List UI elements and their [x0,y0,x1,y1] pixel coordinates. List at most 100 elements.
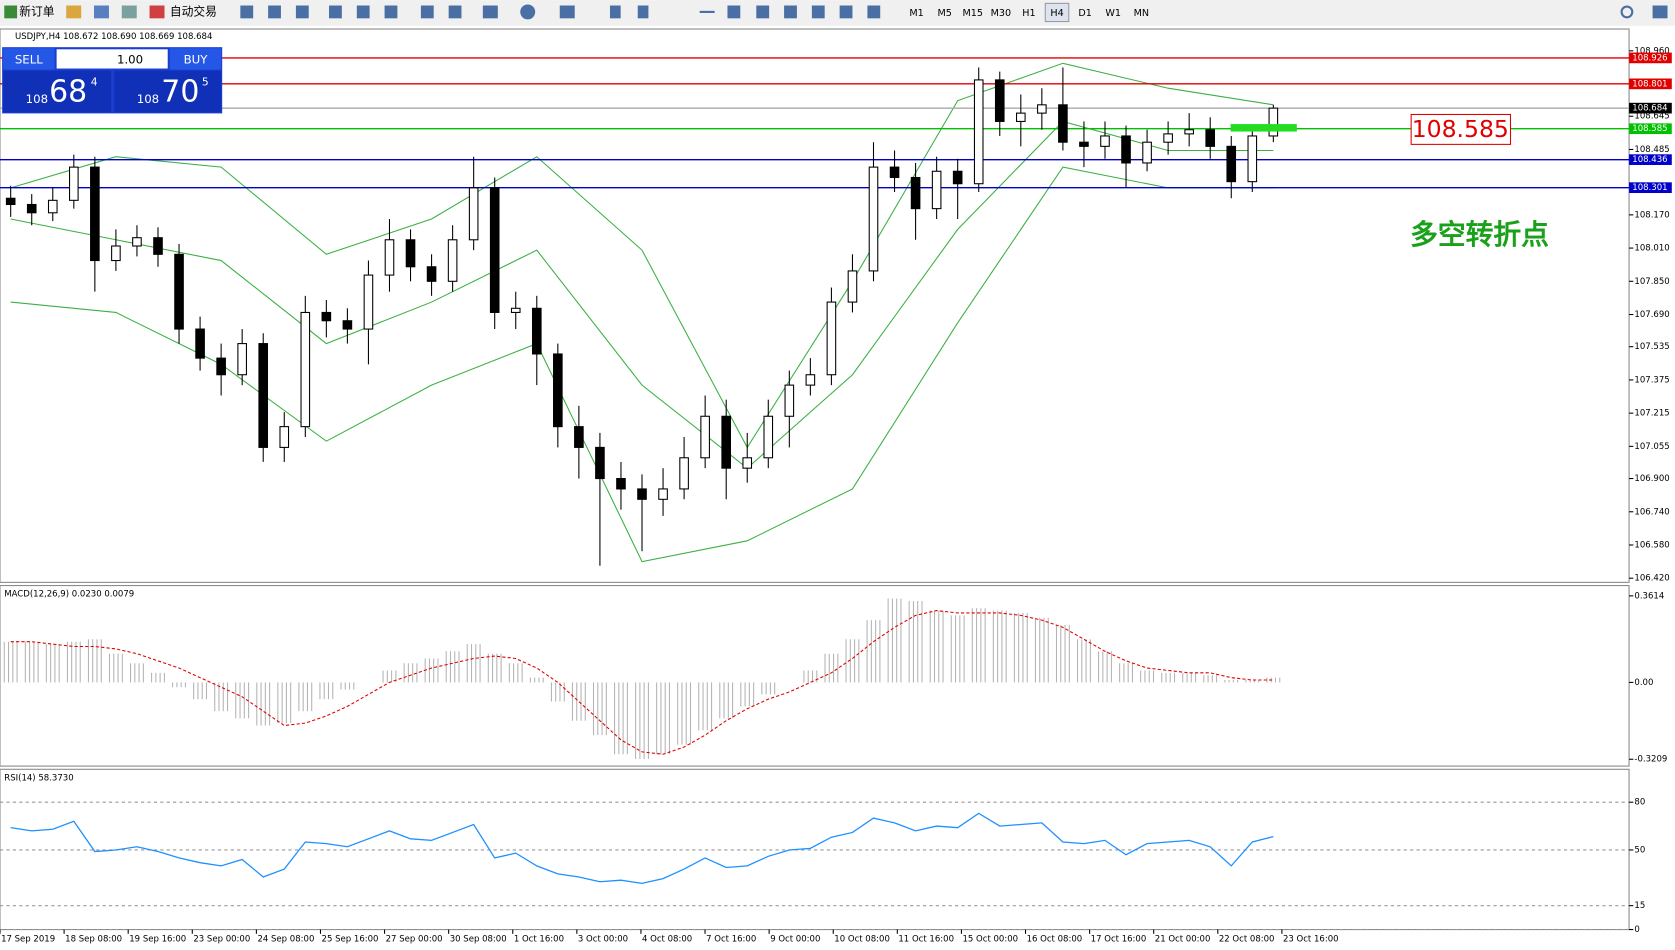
auto-trading-button[interactable]: 自动交易 [170,4,217,18]
ask-box[interactable] [114,70,222,113]
timeframe-button[interactable]: M30 [991,8,1012,19]
annotation-label: 多空转折点 [1410,218,1549,251]
candle-body [658,488,668,500]
y-tick-label: 108.960 [1634,46,1669,56]
tool-icon[interactable] [420,5,434,19]
tool-icon[interactable] [756,5,770,19]
bid-pips: 68 [49,75,87,110]
candle-body [826,301,837,376]
candle-body [69,166,79,201]
y-tick-label: 106.740 [1634,507,1669,517]
tool-icon[interactable] [637,5,649,19]
tool-icon[interactable] [811,5,825,19]
timeframe-button[interactable]: M15 [962,8,983,19]
tool-icon[interactable] [727,5,741,19]
tool-icon[interactable] [867,5,881,19]
candle-body [26,203,37,214]
bollinger-upper [10,62,1274,449]
y-tick-label: 107.850 [1634,277,1669,287]
candle-body [868,166,879,272]
tool-icon[interactable] [520,4,536,20]
tool-icon[interactable] [240,5,254,19]
tool-icon[interactable] [356,5,370,19]
level-label: 108.585 [1632,124,1667,134]
tool-icon[interactable] [559,5,575,19]
candle-body [5,197,16,206]
candle-body [1058,104,1068,143]
search-icon[interactable] [1620,5,1634,19]
annotation-price: 108.585 [1412,115,1509,143]
candle-body [111,245,121,262]
timeframe-button[interactable]: H1 [1022,8,1035,19]
one-click-trading-panel: SELL 1.00 BUY 108 68 4 108 70 5 [2,47,223,114]
y-tick-label: 0.00 [1634,678,1653,688]
timeframe-button[interactable]: D1 [1078,8,1092,19]
buy-label[interactable]: BUY [184,52,209,66]
y-tick-label: -0.3209 [1634,755,1667,765]
candle-body [237,343,247,376]
buy-button[interactable] [169,48,222,70]
tool-icon[interactable] [482,5,498,19]
tool-icon[interactable] [784,5,797,19]
x-tick-label: 11 Oct 16:00 [898,935,954,945]
x-tick-label: 4 Oct 08:00 [642,935,692,945]
candle-body [700,415,710,459]
tool-icon[interactable] [268,5,281,19]
lot-input[interactable] [56,49,168,69]
tool-icon[interactable] [66,5,82,19]
tool-icon[interactable] [329,5,342,19]
tool-icon[interactable] [448,5,462,19]
y-tick-label: 108.485 [1634,145,1669,155]
tool-icon[interactable] [839,5,853,19]
candle-body [1163,133,1173,143]
symbol-header: USDJPY,H4 108.672 108.690 108.669 108.68… [15,32,212,42]
tool-icon[interactable] [699,10,715,13]
chat-icon[interactable] [1652,5,1668,19]
tool-icon[interactable] [295,5,309,19]
y-tick-label: 107.535 [1634,342,1669,352]
candle-body [510,307,521,313]
timeframe-button[interactable]: H4 [1050,8,1063,19]
x-tick-label: 7 Oct 16:00 [706,935,756,945]
level-label: 108.926 [1632,53,1667,63]
y-tick-label: 15 [1634,901,1645,911]
level-tag [1629,182,1672,194]
bid-big: 108 [26,92,48,106]
x-tick-label: 21 Oct 00:00 [1155,935,1211,945]
annotation-box [1410,113,1512,145]
timeframe-button[interactable]: M5 [937,8,951,19]
candle-body [1226,145,1237,183]
new-order-icon[interactable] [4,5,18,19]
candle-body [679,457,689,490]
timeframe-button[interactable]: M1 [909,8,923,19]
y-tick-label: 107.055 [1634,442,1669,452]
candle-body [889,166,900,179]
new-order-button[interactable]: 新订单 [19,4,54,18]
tool-icon[interactable] [384,5,398,19]
candle-body [321,311,332,322]
timeframe-active [1044,2,1070,23]
x-tick-label: 16 Oct 08:00 [1027,935,1083,945]
candle-body [931,170,942,210]
lot-value[interactable]: 1.00 [117,52,143,66]
candle-body [216,357,226,376]
y-tick-label: 106.900 [1634,474,1669,484]
candle-body [363,274,374,330]
timeframe-button[interactable]: W1 [1105,8,1121,19]
candle-body [1184,129,1194,135]
tool-icon[interactable] [609,5,621,19]
candle-body [174,253,184,330]
timeframe-button[interactable]: MN [1134,8,1149,19]
sell-button[interactable] [3,48,55,70]
sell-label[interactable]: SELL [15,52,43,66]
y-tick-label: 108.010 [1634,244,1669,254]
candle-body [342,320,353,330]
candle-body [994,79,1005,122]
tool-icon[interactable] [94,5,109,19]
candle-body [405,239,416,268]
y-tick-label: 50 [1634,845,1645,855]
tool-icon[interactable] [121,5,137,19]
bid-box[interactable] [3,70,112,113]
auto-trading-icon[interactable] [149,5,165,19]
candle-body [595,446,605,480]
